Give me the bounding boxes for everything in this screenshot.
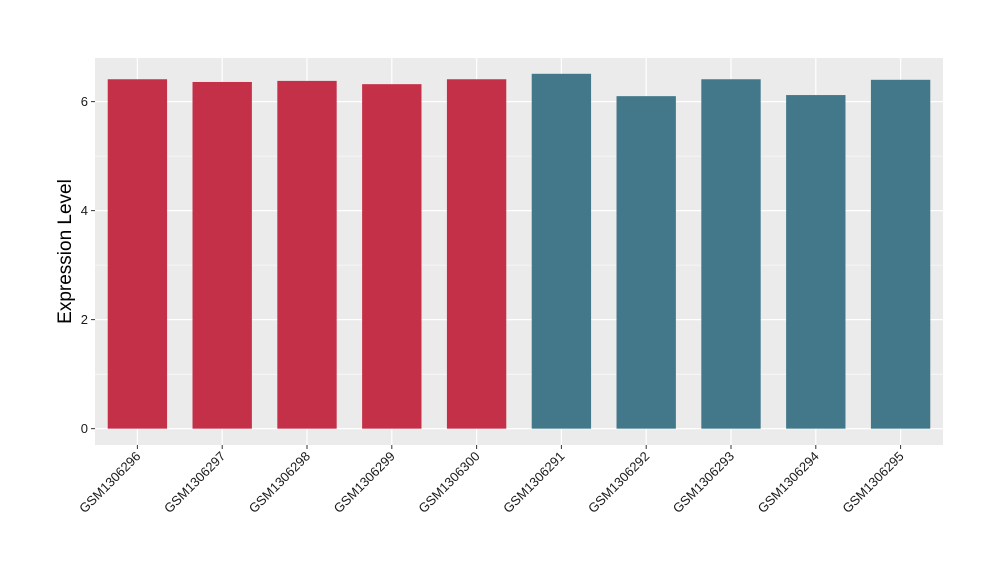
y-tick-label: 0 xyxy=(81,421,88,436)
x-tick-label: GSM1306292 xyxy=(585,449,652,516)
x-tick-label: GSM1306291 xyxy=(500,449,567,516)
x-tick-label: GSM1306296 xyxy=(76,449,143,516)
bar-GSM1306291 xyxy=(531,73,592,429)
x-tick-label: GSM1306298 xyxy=(246,449,313,516)
x-tick-label: GSM1306295 xyxy=(839,449,906,516)
x-tick-label: GSM1306294 xyxy=(755,449,822,516)
bar-GSM1306299 xyxy=(362,84,422,429)
x-axis: GSM1306296 GSM1306297 GSM1306298 GSM1306299… xyxy=(76,445,907,516)
bar-GSM1306293 xyxy=(701,79,761,429)
bar-GSM1306300 xyxy=(446,79,507,429)
bars xyxy=(107,73,931,429)
x-tick-label: GSM1306297 xyxy=(161,449,228,516)
x-tick-label: GSM1306293 xyxy=(670,449,737,516)
y-tick-label: 4 xyxy=(81,203,88,218)
bar-GSM1306294 xyxy=(786,95,846,429)
bar-GSM1306292 xyxy=(616,96,676,429)
bar-GSM1306297 xyxy=(192,81,252,429)
y-axis: 0 2 4 6 xyxy=(81,94,95,436)
y-tick-label: 6 xyxy=(81,94,88,109)
x-tick-label: GSM1306300 xyxy=(415,449,482,516)
bar-GSM1306295 xyxy=(870,79,931,429)
bar-GSM1306298 xyxy=(277,80,337,429)
y-axis-title: Expression Level xyxy=(55,179,76,324)
bar-GSM1306296 xyxy=(107,79,168,429)
x-tick-label: GSM1306299 xyxy=(331,449,398,516)
y-tick-label: 2 xyxy=(81,312,88,327)
